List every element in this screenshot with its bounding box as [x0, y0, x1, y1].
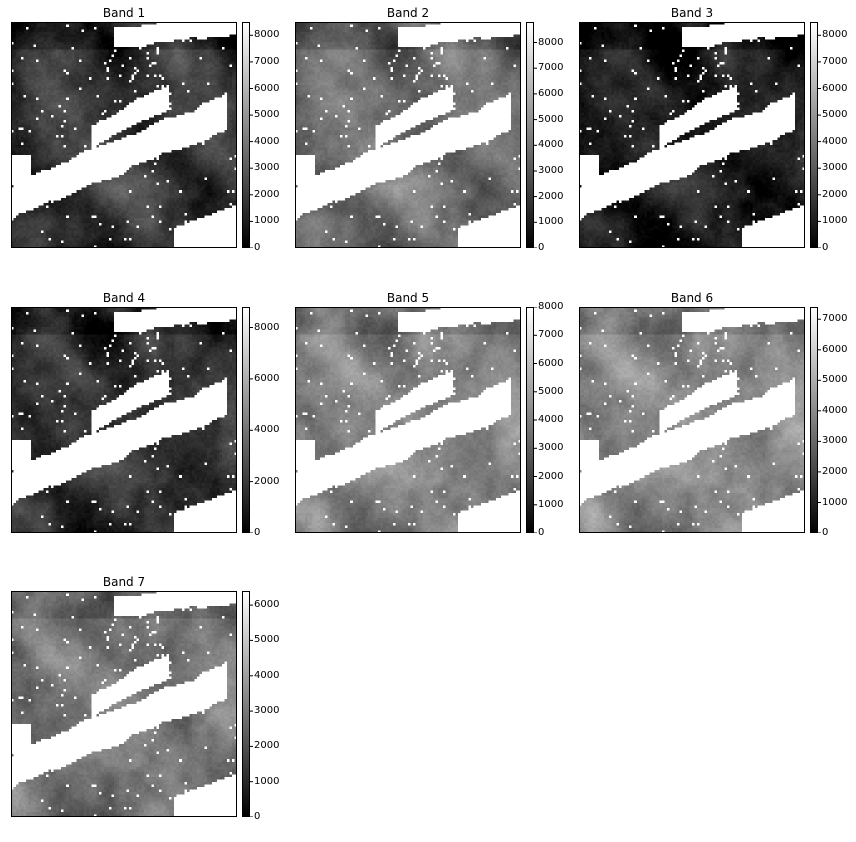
colorbar-tick-label: 2000	[254, 189, 279, 200]
colorbar-tick-label: 0	[254, 243, 260, 253]
colorbar-tick-label: 3000	[822, 436, 847, 446]
colorbar-tick-label: 7000	[538, 330, 563, 340]
band-panel: Band 2 0 1000 2000 3000 4000 5000 6000 7000 8000	[295, 4, 563, 254]
colorbar-tick-label: 4000	[254, 136, 279, 147]
colorbar-tick-label: 4000	[822, 405, 847, 416]
colorbar-tick-label: 1000	[254, 216, 279, 226]
colorbar-tick-label: 1000	[822, 216, 847, 226]
colorbar-tick-label: 0	[822, 528, 828, 538]
band-image	[295, 22, 521, 248]
colorbar-tick-label: 5000	[254, 635, 279, 645]
band-panel: Band 5 0 1000 2000 3000 4000 5000 6000 7000 8000	[295, 289, 563, 539]
colorbar-tick-label: 3000	[254, 706, 279, 716]
colorbar	[242, 307, 253, 533]
colorbar-tick-label: 3000	[254, 163, 279, 173]
band-panel: Band 6 0 1000 2000 3000 4000 5000 6000 7000	[579, 289, 847, 539]
colorbar-tick-label: 7000	[822, 56, 847, 67]
band-image	[11, 307, 237, 533]
colorbar-tick-label: 0	[538, 243, 544, 253]
colorbar-tick-label: 4000	[254, 425, 279, 435]
colorbar-tick-label: 7000	[822, 314, 847, 324]
band-image	[11, 22, 237, 248]
colorbar-tick-label: 3000	[822, 163, 847, 173]
panel-title: Band 2	[295, 4, 521, 22]
colorbar	[526, 22, 537, 248]
colorbar-tick-label: 3000	[538, 166, 563, 176]
band-image	[295, 307, 521, 533]
colorbar-tick-label: 1000	[538, 499, 563, 510]
colorbar-tick-label: 7000	[254, 56, 279, 67]
colorbar-tick-label: 8000	[538, 37, 563, 48]
band-image	[579, 307, 805, 533]
colorbar-tick-label: 6000	[254, 373, 279, 384]
band-panel: Band 4 0 2000 4000 6000 8000	[11, 289, 279, 539]
colorbar-tick-label: 6000	[254, 83, 279, 94]
panel-title: Band 6	[579, 289, 805, 307]
panel-title: Band 5	[295, 289, 521, 307]
colorbar-tick-label: 3000	[538, 443, 563, 453]
colorbar-tick-label: 1000	[822, 497, 847, 508]
colorbar-tick-label: 5000	[538, 386, 563, 397]
colorbar-tick-label: 0	[822, 243, 828, 253]
colorbar-tick-label: 8000	[538, 302, 563, 312]
colorbar-tick-label: 8000	[254, 322, 279, 333]
band-image	[11, 591, 237, 817]
colorbar-tick-label: 6000	[538, 358, 563, 369]
colorbar-tick-label: 5000	[538, 114, 563, 125]
panel-title: Band 3	[579, 4, 805, 22]
colorbar-tick-label: 2000	[822, 189, 847, 200]
band-panel: Band 1 0 1000 2000 3000 4000 5000 6000 7000 8000	[11, 4, 279, 254]
band-panel: Band 7 0 1000 2000 3000 4000 5000 6000	[11, 573, 279, 823]
colorbar-tick-label: 6000	[822, 83, 847, 94]
colorbar-tick-label: 6000	[254, 600, 279, 610]
colorbar-tick-label: 6000	[538, 88, 563, 99]
band-panel: Band 3 0 1000 2000 3000 4000 5000 6000 7000 8000	[579, 4, 847, 254]
colorbar-tick-label: 5000	[254, 110, 279, 120]
colorbar-tick-label: 2000	[538, 471, 563, 482]
colorbar-tick-label: 2000	[254, 741, 279, 751]
colorbar-tick-label: 8000	[822, 30, 847, 40]
colorbar-tick-label: 0	[254, 812, 260, 822]
colorbar	[242, 22, 253, 248]
colorbar-tick-label: 5000	[822, 375, 847, 385]
colorbar-tick-label: 0	[254, 528, 260, 538]
panel-title: Band 4	[11, 289, 237, 307]
colorbar-tick-label: 5000	[822, 110, 847, 120]
colorbar-tick-label: 4000	[822, 136, 847, 147]
colorbar	[242, 591, 253, 817]
colorbar-tick-label: 2000	[538, 191, 563, 202]
colorbar-tick-label: 4000	[254, 670, 279, 681]
colorbar-tick-label: 0	[538, 528, 544, 538]
colorbar-tick-label: 7000	[538, 63, 563, 73]
panel-title: Band 7	[11, 573, 237, 591]
colorbar	[526, 307, 537, 533]
colorbar-tick-label: 8000	[254, 30, 279, 40]
band-image	[579, 22, 805, 248]
colorbar-tick-label: 1000	[538, 217, 563, 227]
colorbar	[810, 22, 821, 248]
colorbar-tick-label: 4000	[538, 140, 563, 150]
colorbar-tick-label: 1000	[254, 776, 279, 787]
colorbar-tick-label: 2000	[254, 476, 279, 487]
colorbar-tick-label: 4000	[538, 415, 563, 425]
colorbar-tick-label: 2000	[822, 466, 847, 477]
colorbar-tick-label: 6000	[822, 344, 847, 355]
colorbar	[810, 307, 821, 533]
panel-title: Band 1	[11, 4, 237, 22]
